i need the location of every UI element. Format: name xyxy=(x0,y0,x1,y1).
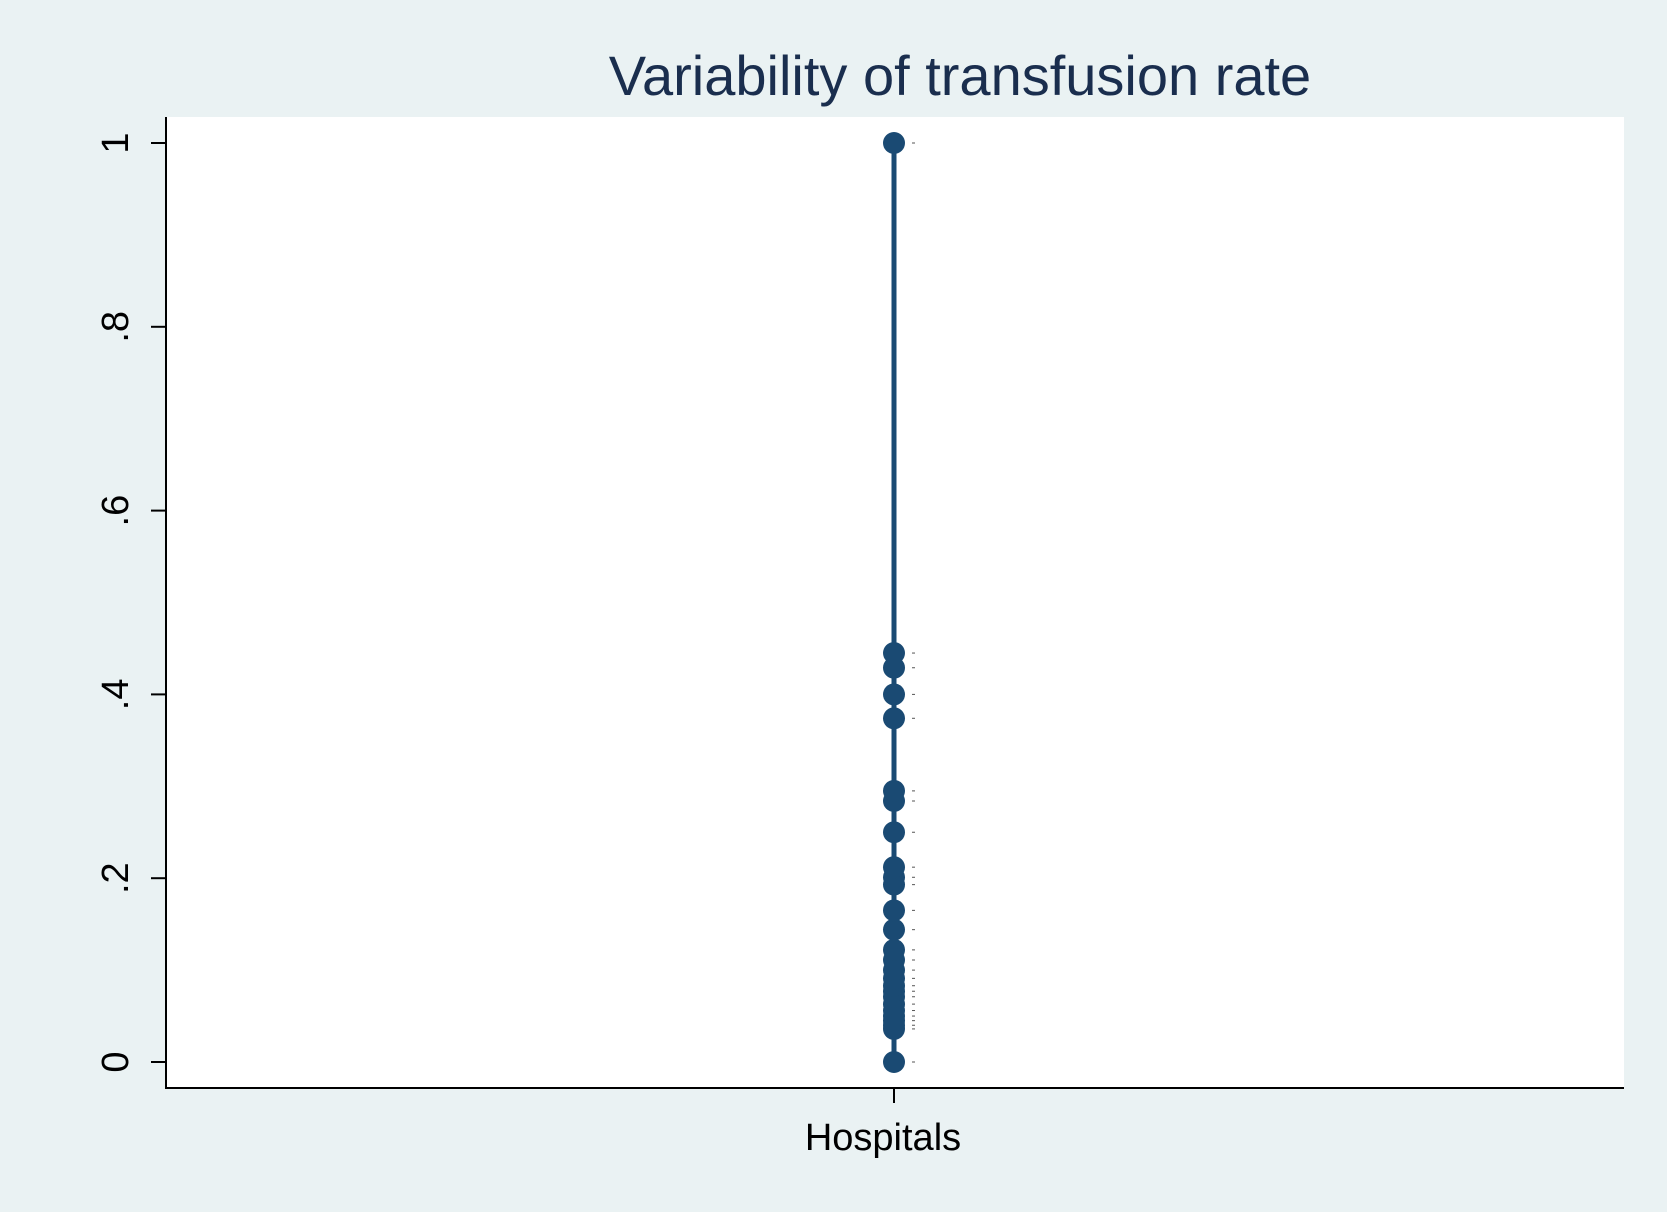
data-point xyxy=(883,856,905,879)
y-tick-label: .6 xyxy=(95,495,137,527)
data-point xyxy=(883,918,905,941)
data-point xyxy=(883,899,905,922)
data-point xyxy=(883,1051,905,1073)
y-ticks: 0 .2 .4 .6 .8 1 xyxy=(95,132,166,1073)
chart-title: Variability of transfusion rate xyxy=(609,44,1311,107)
data-point xyxy=(883,779,905,802)
data-series xyxy=(883,132,915,1073)
x-tick-label: Hospitals xyxy=(805,1117,961,1159)
data-point xyxy=(883,132,905,154)
y-tick-label: .4 xyxy=(95,679,137,711)
y-tick-label: .2 xyxy=(95,862,137,894)
data-point xyxy=(883,642,905,665)
y-tick-label: .8 xyxy=(95,311,137,343)
data-point xyxy=(883,707,905,730)
data-point xyxy=(883,683,905,706)
data-point xyxy=(883,821,905,844)
data-point xyxy=(883,938,905,961)
y-tick-label: 1 xyxy=(95,132,137,153)
y-tick-label: 0 xyxy=(95,1051,137,1072)
